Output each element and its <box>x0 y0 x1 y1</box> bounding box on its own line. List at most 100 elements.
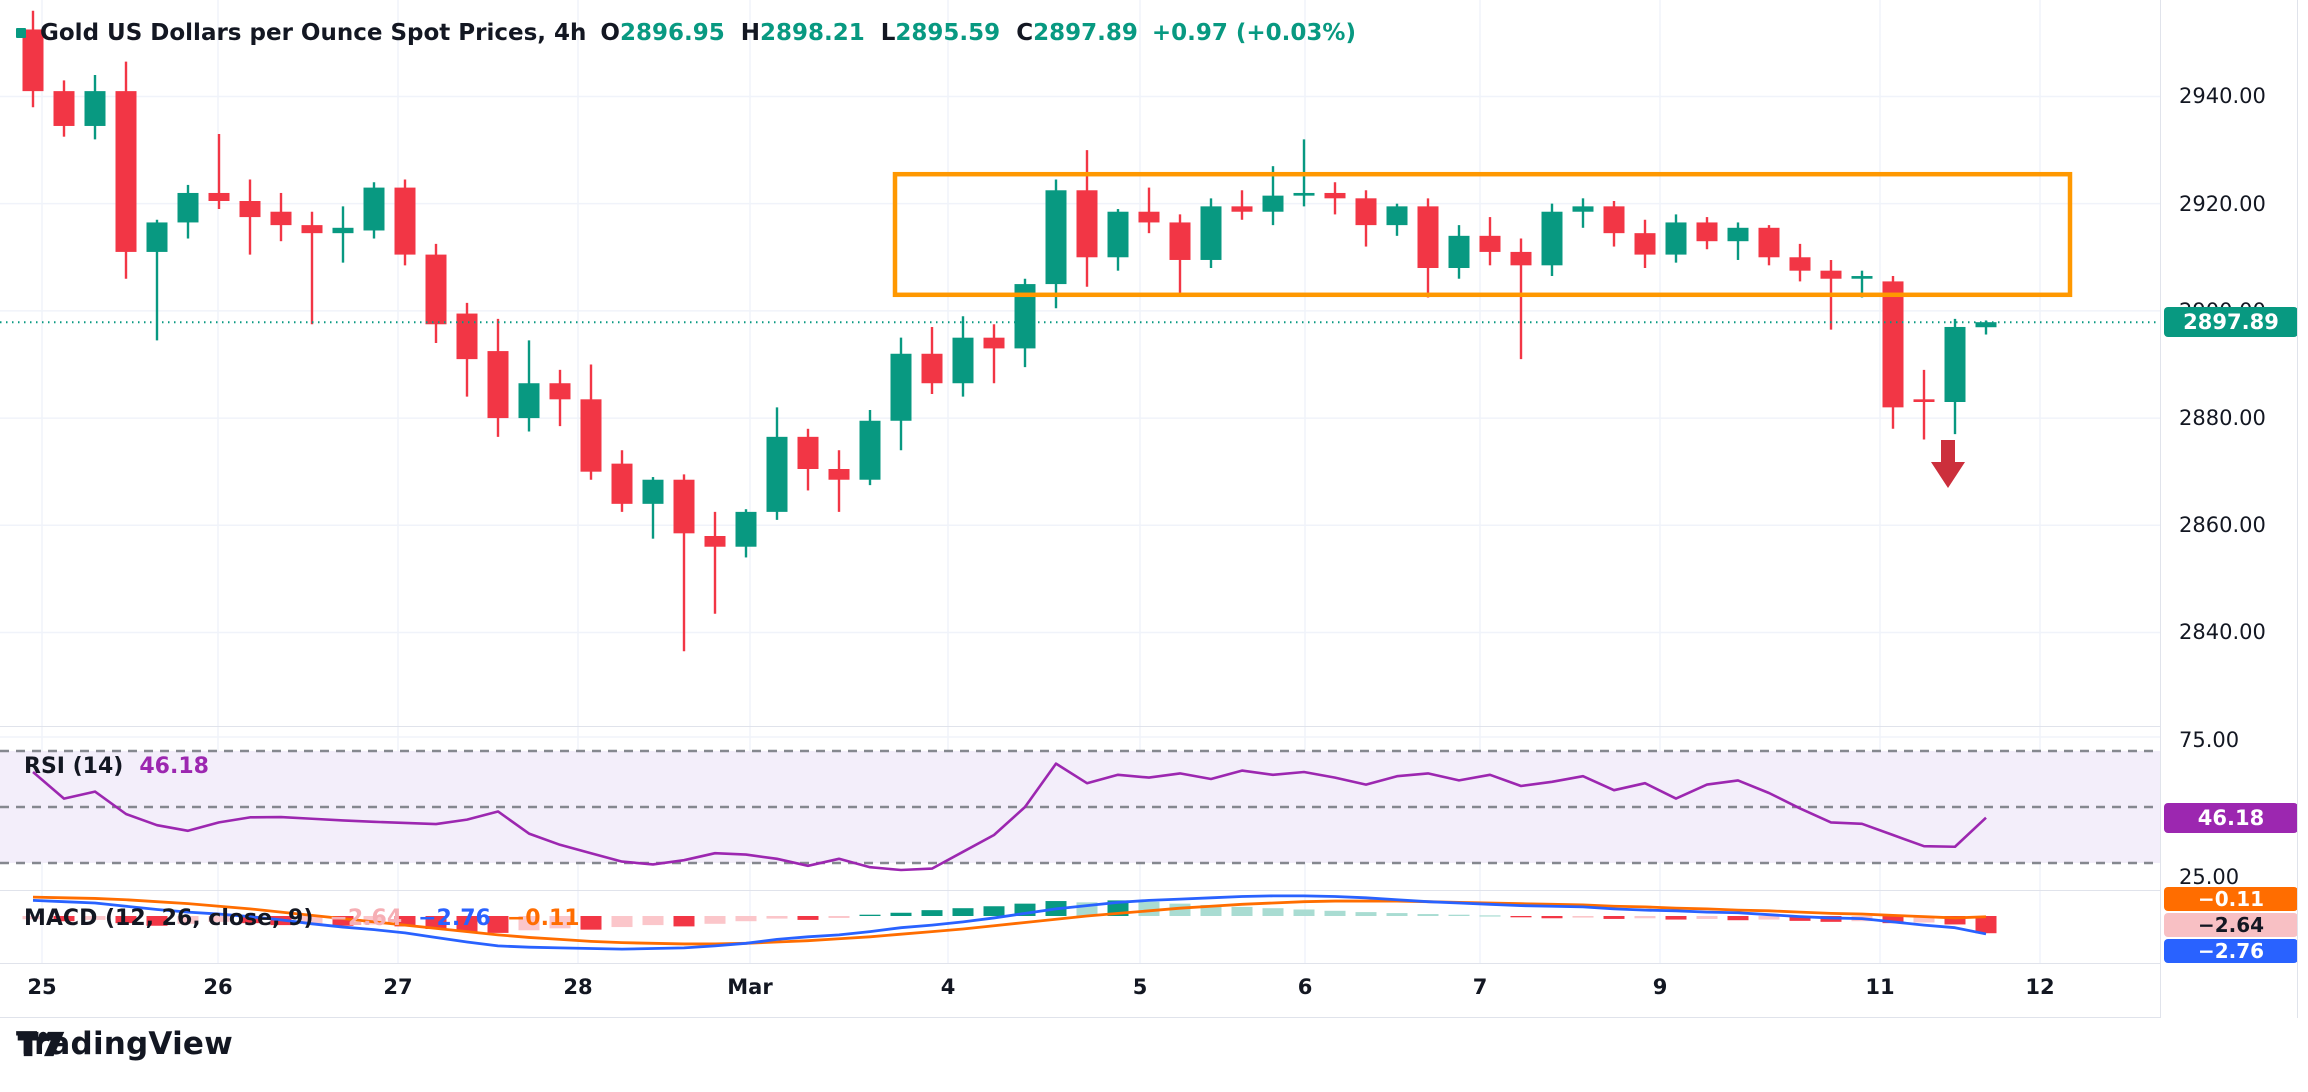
candle-body <box>1324 192 1346 199</box>
price-axis-label: 2840.00 <box>2179 620 2266 645</box>
candle-body <box>704 536 726 547</box>
rsi-legend[interactable]: RSI (14) 46.18 <box>24 754 209 779</box>
macd-signal-badge: −0.11 <box>2164 887 2298 911</box>
macd-histogram-bar <box>983 906 1005 916</box>
macd-histogram-bar <box>456 916 478 932</box>
candle-body <box>1076 190 1098 258</box>
macd-legend[interactable]: MACD (12, 26, close, 9) −2.64 −2.76 −0.1… <box>24 906 580 931</box>
macd-histogram-bar <box>332 916 354 926</box>
candle-body <box>766 436 788 512</box>
time-axis-label: 9 <box>1652 975 1668 999</box>
macd-histogram-bar <box>363 916 385 925</box>
candle-body <box>642 479 664 504</box>
macd-histogram-bar <box>425 916 447 929</box>
candle-body <box>1634 233 1656 255</box>
candle-body <box>611 463 633 504</box>
macd-histogram-bar <box>642 916 664 926</box>
price-axis[interactable]: 2940.002920.002900.002880.002860.002840.… <box>2160 0 2308 1018</box>
macd-pane[interactable] <box>0 890 2160 963</box>
candle-body <box>1479 235 1501 252</box>
macd-histogram-bar <box>1975 916 1997 934</box>
candle-body <box>1944 326 1966 402</box>
candle-body <box>1820 270 1842 279</box>
macd-histogram-bar <box>115 916 137 924</box>
candle-body <box>673 479 695 534</box>
macd-histogram-bar <box>1386 913 1408 916</box>
symbol-title: Gold US Dollars per Ounce Spot Prices, 4… <box>40 20 587 46</box>
candle-body <box>1789 257 1811 271</box>
pane-separator[interactable] <box>0 726 2160 727</box>
macd-histogram-bar <box>1944 916 1966 925</box>
macd-histogram-bar <box>921 910 943 916</box>
candle-body <box>1510 251 1532 266</box>
axis-right-border <box>2297 0 2298 1018</box>
candle-body <box>518 383 540 419</box>
chart-plot-area[interactable]: 25 26 27 28 Mar 4 5 6 7 9 11 12 <box>0 0 2160 1018</box>
rsi-value: 46.18 <box>139 754 209 779</box>
candle-body <box>363 187 385 231</box>
macd-hist-value: −2.64 <box>329 906 403 931</box>
macd-histogram-bar <box>1696 916 1718 919</box>
macd-histogram-bar <box>828 916 850 918</box>
candle-body <box>921 353 943 384</box>
time-axis[interactable]: 25 26 27 28 Mar 4 5 6 7 9 11 12 <box>0 963 2160 1018</box>
last-price-badge: 2897.89 <box>2164 307 2298 337</box>
candle-body <box>1882 281 1904 408</box>
candle-body <box>394 187 416 255</box>
rsi-axis-label-75: 75.00 <box>2179 728 2240 752</box>
macd-histogram-bar <box>1727 916 1749 921</box>
candle-body <box>1386 206 1408 226</box>
macd-hist-badge: −2.64 <box>2164 913 2298 937</box>
rsi-pane[interactable] <box>0 712 2160 890</box>
pane-separator[interactable] <box>0 890 2160 891</box>
tradingview-logo-icon <box>17 1031 65 1057</box>
macd-histogram-bar <box>890 912 912 916</box>
time-axis-label: 28 <box>563 975 593 999</box>
macd-histogram-bar <box>673 916 695 927</box>
candle-body <box>53 91 75 126</box>
time-axis-label: 4 <box>940 975 956 999</box>
ohlc-item: H 2898.21 <box>740 20 865 46</box>
candle-body <box>208 192 230 201</box>
price-pane[interactable] <box>0 0 2160 712</box>
candle-body <box>735 511 757 547</box>
time-axis-label: 12 <box>2025 975 2055 999</box>
macd-histogram-bar <box>797 916 819 920</box>
candle-body <box>487 351 509 419</box>
macd-histogram-bar <box>1231 906 1253 916</box>
candle-body <box>1572 206 1594 212</box>
candle-body <box>84 91 106 126</box>
rsi-value-badge: 46.18 <box>2164 803 2298 833</box>
symbol-legend[interactable]: Gold US Dollars per Ounce Spot Prices, 4… <box>16 20 1356 46</box>
time-axis-separator <box>0 963 2160 964</box>
price-axis-label: 2860.00 <box>2179 513 2266 538</box>
macd-histogram-bar <box>580 916 602 930</box>
candle-body <box>1975 322 1997 328</box>
macd-histogram-bar <box>301 916 323 924</box>
macd-histogram-bar <box>239 916 261 924</box>
macd-histogram-bar <box>1355 912 1377 916</box>
candle-body <box>270 211 292 226</box>
tradingview-logo[interactable]: TradingView <box>16 1026 233 1062</box>
candle-body <box>239 201 261 218</box>
time-axis-label: 5 <box>1132 975 1148 999</box>
macd-histogram-bar <box>1541 916 1563 919</box>
time-axis-label: Mar <box>727 975 773 999</box>
macd-histogram-bar <box>766 916 788 919</box>
candle-body <box>1014 284 1036 349</box>
macd-histogram-bar <box>704 916 726 924</box>
candle-body <box>1262 195 1284 212</box>
time-axis-label: 27 <box>383 975 413 999</box>
macd-histogram-bar <box>394 916 416 927</box>
candle-body <box>332 227 354 234</box>
macd-histogram-bar <box>1634 916 1656 919</box>
macd-line <box>32 894 1987 951</box>
macd-histogram-bar <box>22 916 44 920</box>
macd-histogram-bar <box>53 916 75 922</box>
macd-label: MACD (12, 26, close, 9) <box>24 906 314 931</box>
ohlc-item: O 2896.95 <box>600 20 725 46</box>
candle-body <box>115 91 137 252</box>
macd-histogram-bar <box>1882 916 1904 924</box>
series-marker-icon <box>16 28 26 38</box>
